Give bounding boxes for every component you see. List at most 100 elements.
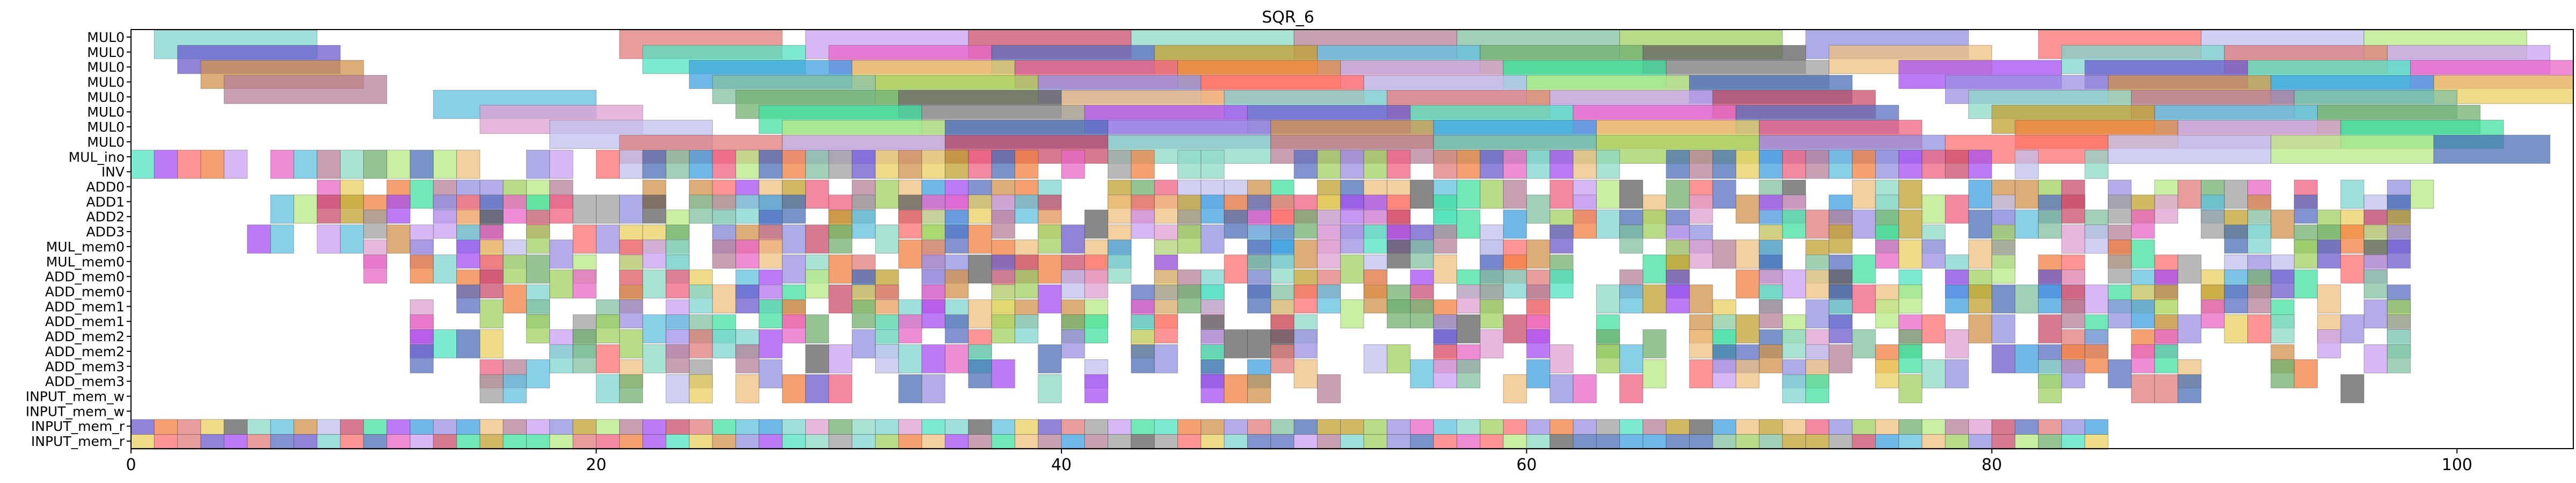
- unit-cell: [1038, 254, 1062, 284]
- unit-cell: [1200, 374, 1225, 403]
- unit-cell: [759, 329, 783, 358]
- unit-cell: [759, 239, 783, 269]
- unit-cell: [1503, 419, 1527, 435]
- unit-cell: [1293, 434, 1318, 450]
- unit-cell: [689, 434, 713, 450]
- unit-cell: [944, 434, 969, 450]
- unit-cell: [1712, 419, 1736, 435]
- unit-cell: [526, 314, 550, 344]
- unit-cell: [1014, 419, 1039, 435]
- unit-cell: [1991, 254, 2015, 284]
- unit-cell: [1340, 419, 1364, 435]
- unit-cell: [1735, 239, 1760, 269]
- unit-cell: [1712, 149, 1736, 179]
- unit-cell: [852, 210, 876, 239]
- unit-cell: [549, 194, 573, 224]
- unit-cell: [2038, 314, 2062, 344]
- unit-cell: [1340, 299, 1364, 329]
- unit-cell: [2294, 269, 2318, 299]
- unit-cell: [1457, 359, 1481, 388]
- unit-cell: [1712, 359, 1736, 388]
- unit-cell: [1991, 314, 2015, 344]
- unit-cell: [340, 225, 364, 254]
- y-tick-label: ADD_mem2: [45, 344, 125, 359]
- unit-cell: [921, 419, 945, 435]
- unit-cell: [1224, 254, 1248, 284]
- unit-cell: [1689, 434, 1713, 450]
- y-tick-label: ADD_mem0: [45, 284, 125, 300]
- y-tick-label: MUL0: [87, 89, 125, 105]
- unit-cell: [805, 269, 829, 299]
- unit-cell: [1968, 419, 1992, 435]
- unit-cell: [2038, 210, 2062, 239]
- unit-cell: [526, 434, 550, 450]
- x-tick-label: 0: [126, 456, 136, 474]
- unit-cell: [1038, 284, 1062, 314]
- unit-cell: [898, 419, 922, 435]
- unit-cell: [1968, 284, 1992, 314]
- y-tick-label: MUL0: [87, 30, 125, 45]
- unit-cell: [2247, 314, 2272, 344]
- unit-cell: [1642, 434, 1667, 450]
- unit-cell: [1945, 329, 1969, 358]
- unit-cell: [549, 239, 573, 269]
- unit-cell: [1433, 254, 1457, 284]
- unit-cell: [2294, 194, 2318, 224]
- unit-cell: [270, 419, 294, 435]
- unit-cell: [2247, 284, 2272, 314]
- unit-cell: [1433, 434, 1457, 450]
- y-tick-label: ADD0: [86, 179, 125, 195]
- unit-cell: [2084, 149, 2108, 179]
- unit-cell: [596, 225, 620, 254]
- unit-cell: [1387, 344, 1411, 373]
- unit-cell: [1573, 210, 1597, 239]
- unit-cell: [1759, 419, 1783, 435]
- unit-cell: [1852, 149, 1876, 179]
- unit-cell: [1363, 419, 1387, 435]
- unit-cell: [1549, 179, 1574, 209]
- unit-cell: [596, 434, 620, 450]
- unit-cell: [805, 149, 829, 179]
- unit-cell: [619, 419, 643, 435]
- unit-cell: [456, 329, 481, 358]
- unit-cell: [968, 194, 992, 224]
- unit-cell: [689, 149, 713, 179]
- unit-cell: [642, 194, 666, 224]
- unit-cell: [852, 329, 876, 358]
- unit-cell: [1131, 434, 1155, 450]
- x-tick-label: 20: [586, 456, 606, 474]
- y-tick-label: ADD2: [86, 209, 125, 225]
- unit-cell: [2014, 179, 2039, 209]
- unit-cell: [433, 210, 457, 239]
- unit-cell: [1665, 419, 1690, 435]
- unit-cell: [1317, 239, 1341, 269]
- unit-cell: [898, 434, 922, 450]
- unit-cell: [1177, 225, 1202, 254]
- unit-cell: [1457, 314, 1481, 344]
- unit-cell: [1410, 419, 1434, 435]
- unit-cell: [665, 374, 690, 403]
- unit-cell: [1317, 149, 1341, 179]
- unit-cell: [665, 149, 690, 179]
- unit-cell: [805, 434, 829, 450]
- unit-cell: [735, 149, 760, 179]
- unit-cell: [1177, 284, 1202, 314]
- unit-cell: [642, 239, 666, 269]
- unit-cell: [1131, 210, 1155, 239]
- unit-cell: [1061, 419, 1085, 435]
- unit-cell: [223, 419, 248, 435]
- unit-cell: [968, 149, 992, 179]
- unit-cell: [712, 329, 736, 358]
- unit-cell: [619, 434, 643, 450]
- unit-cell: [2131, 344, 2155, 373]
- unit-cell: [1642, 359, 1667, 388]
- unit-cell: [1061, 225, 1085, 254]
- unit-cell: [828, 344, 853, 373]
- unit-cell: [619, 329, 643, 358]
- unit-cell: [1457, 284, 1481, 314]
- unit-cell: [1410, 239, 1434, 269]
- unit-cell: [1782, 434, 1806, 450]
- unit-cell: [2061, 419, 2085, 435]
- unit-cell: [1526, 194, 1551, 224]
